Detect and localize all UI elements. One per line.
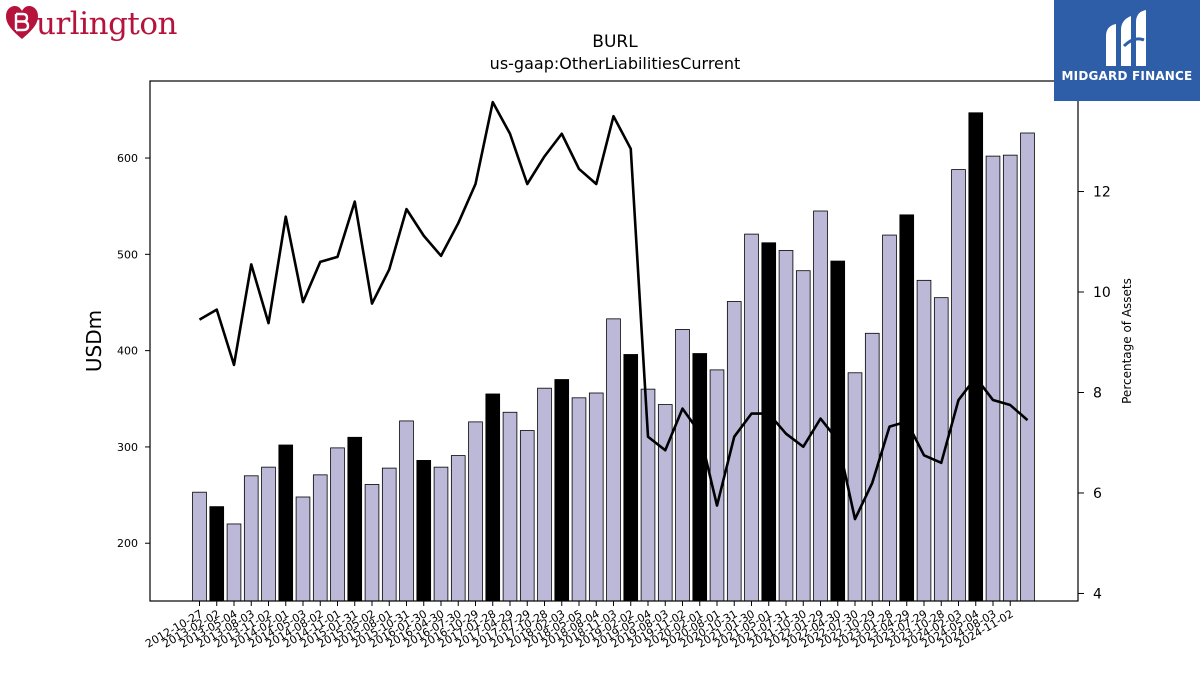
midgard-wordmark: MIDGARD FINANCE [1061,69,1193,83]
y2-tick-label: 6 [1093,486,1102,502]
bar [985,155,1001,602]
midgard-logo: MIDGARD FINANCE [1054,0,1200,101]
bar [295,496,311,602]
bar [399,420,414,602]
bar [312,474,328,602]
percentage-line [198,100,1029,521]
bar [847,372,863,602]
chart-title: BURL [592,32,638,52]
bar [899,214,915,602]
bar [830,260,846,602]
bar [1020,132,1035,602]
bar [1002,154,1018,602]
bar [761,242,777,602]
bar [416,460,432,602]
bar [951,169,966,602]
bar [330,447,345,602]
bar [778,250,794,602]
heart-b-icon [6,6,38,39]
bar [519,430,535,602]
y2-axis-label: Percentage of Assets [1120,278,1134,404]
bar [795,270,811,602]
chart-subtitle: us-gaap:OtherLiabilitiesCurrent [489,54,741,73]
right-axis: 4 6 8 10 12 [1078,185,1111,602]
bar [226,523,242,602]
y-tick-label: 200 [117,537,138,550]
burlington-wordmark: urlington [36,6,178,42]
bar [657,404,673,602]
bar [261,466,276,602]
left-axis: 200 300 400 500 600 [117,152,150,550]
x-axis: 2012-10-272013-02-022013-05-042013-08-03… [143,601,1016,651]
bar [606,318,621,602]
bar [450,455,466,602]
bar [882,234,897,602]
bars-group [192,112,1035,602]
y-tick-label: 400 [117,345,138,358]
bar [554,379,570,602]
bar [381,467,397,602]
bar [192,491,207,602]
bar [675,329,690,602]
bar [364,484,380,602]
bar [433,466,449,602]
bar [468,421,483,602]
bar [209,506,225,602]
burlington-logo: urlington [6,4,178,44]
bar [692,353,708,602]
bar [588,392,604,602]
bar [502,411,518,602]
line-group [198,100,1029,521]
bar [485,393,501,602]
y2-tick-label: 12 [1093,185,1111,201]
midgard-m-icon [1106,10,1146,66]
y-axis-label: USDm [82,310,106,372]
y2-tick-label: 8 [1093,385,1102,401]
bar [813,210,828,602]
bar [347,436,363,602]
y2-tick-label: 4 [1093,586,1102,602]
bar [916,279,932,602]
y-tick-label: 600 [117,152,138,165]
chart-title-block: BURL us-gaap:OtherLiabilitiesCurrent [415,32,815,74]
bar [243,475,259,602]
bar [571,397,587,602]
bar [623,354,639,602]
bar [968,112,984,602]
bar [537,387,552,602]
y-tick-label: 300 [117,441,138,454]
bar [744,233,759,602]
y2-tick-label: 10 [1093,285,1111,301]
bar [278,444,294,602]
y-tick-label: 500 [117,248,138,261]
